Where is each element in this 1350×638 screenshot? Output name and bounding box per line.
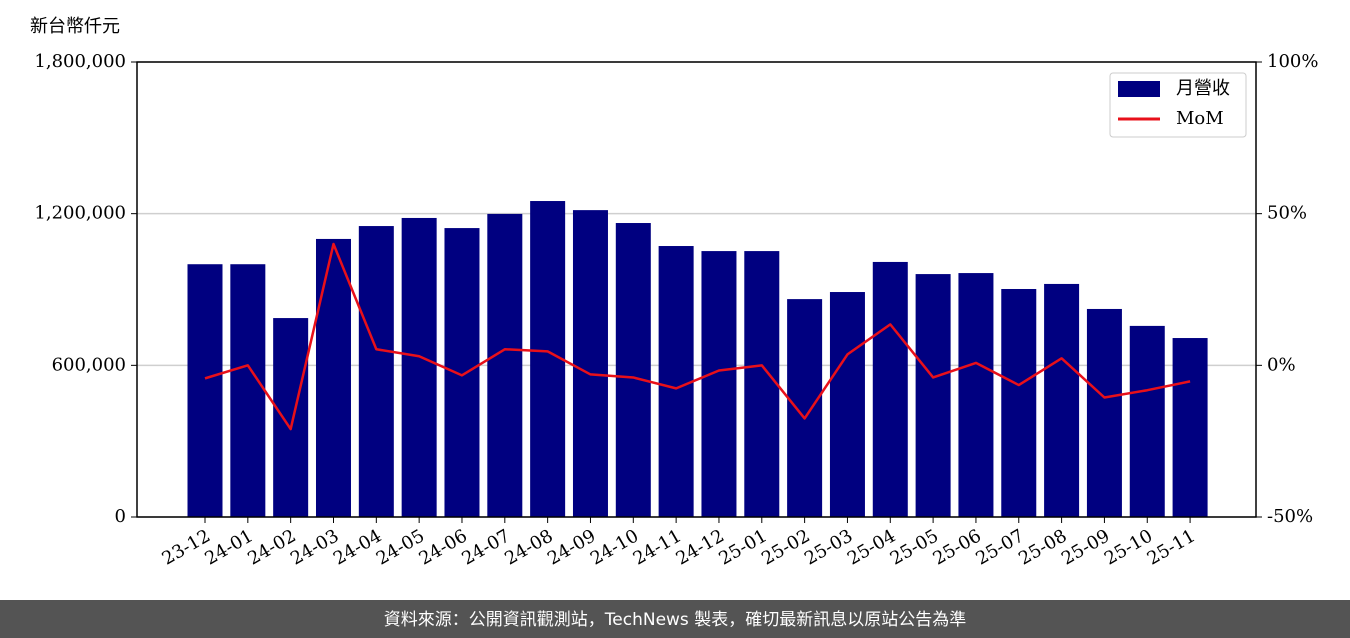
y2-tick-label: 0% [1267, 354, 1296, 375]
x-tick-label: 25-07 [972, 525, 1027, 569]
x-tick-label: 25-10 [1101, 525, 1156, 569]
y-axis-label: 新台幣仟元 [30, 16, 120, 37]
bar [615, 223, 651, 517]
legend-swatch [1118, 81, 1160, 97]
x-tick-label: 23-12 [159, 525, 214, 569]
x-tick-label: 25-05 [887, 525, 942, 569]
x-tick-label: 24-11 [630, 525, 685, 569]
x-tick-label: 25-11 [1144, 525, 1199, 569]
bar [829, 292, 865, 517]
x-tick-label: 24-03 [287, 525, 342, 569]
x-tick-label: 24-05 [373, 525, 428, 569]
bar [358, 226, 394, 517]
bar [872, 261, 908, 517]
footer-bar [0, 600, 1350, 638]
bar [1001, 288, 1037, 517]
bar [701, 251, 737, 518]
bar [744, 251, 780, 518]
x-tick-label: 25-06 [930, 525, 985, 569]
bar [444, 228, 480, 517]
y-tick-label: 1,800,000 [34, 51, 126, 72]
y-tick-label: 0 [115, 506, 126, 527]
legend-label: MoM [1176, 108, 1224, 129]
x-tick-label: 24-02 [244, 525, 299, 569]
x-tick-label: 24-06 [416, 525, 471, 569]
x-tick-label: 25-03 [801, 525, 856, 569]
x-tick-label: 24-09 [544, 525, 599, 569]
bar [230, 264, 266, 517]
x-tick-label: 24-01 [201, 525, 256, 569]
x-tick-label: 25-09 [1058, 525, 1113, 569]
y2-tick-label: 100% [1267, 51, 1318, 72]
x-tick-label: 24-12 [673, 525, 728, 569]
mom-line [204, 242, 1191, 431]
x-tick-label: 25-01 [715, 525, 770, 569]
bar [315, 238, 351, 517]
x-tick-label: 24-08 [501, 525, 556, 569]
bar [1044, 283, 1080, 517]
y2-tick-label: 50% [1267, 203, 1307, 224]
bar [1086, 308, 1122, 517]
bar [487, 213, 523, 518]
bar [401, 217, 437, 518]
y2-tick-label: -50% [1267, 506, 1313, 527]
bar [572, 210, 608, 517]
x-tick-label: 25-08 [1015, 525, 1070, 569]
x-tick-label: 24-10 [587, 525, 642, 569]
bar [187, 264, 223, 517]
x-tick-label: 25-02 [758, 525, 813, 569]
plot-frame [136, 61, 1257, 518]
x-tick-label: 24-04 [330, 525, 385, 569]
bar [1129, 325, 1165, 517]
y-tick-label: 1,200,000 [34, 203, 126, 224]
legend-label: 月營收 [1176, 78, 1230, 99]
bar [658, 246, 694, 517]
x-tick-label: 25-04 [844, 525, 899, 569]
y-tick-label: 600,000 [52, 354, 126, 375]
bar [958, 273, 994, 517]
bar [915, 274, 951, 517]
x-tick-label: 24-07 [458, 525, 513, 569]
bar [273, 318, 309, 517]
bar [1172, 338, 1208, 517]
bar [787, 299, 823, 517]
footer-source: 資料來源：公開資訊觀測站，TechNews 製表，確切最新訊息以原站公告為準 [384, 610, 966, 630]
